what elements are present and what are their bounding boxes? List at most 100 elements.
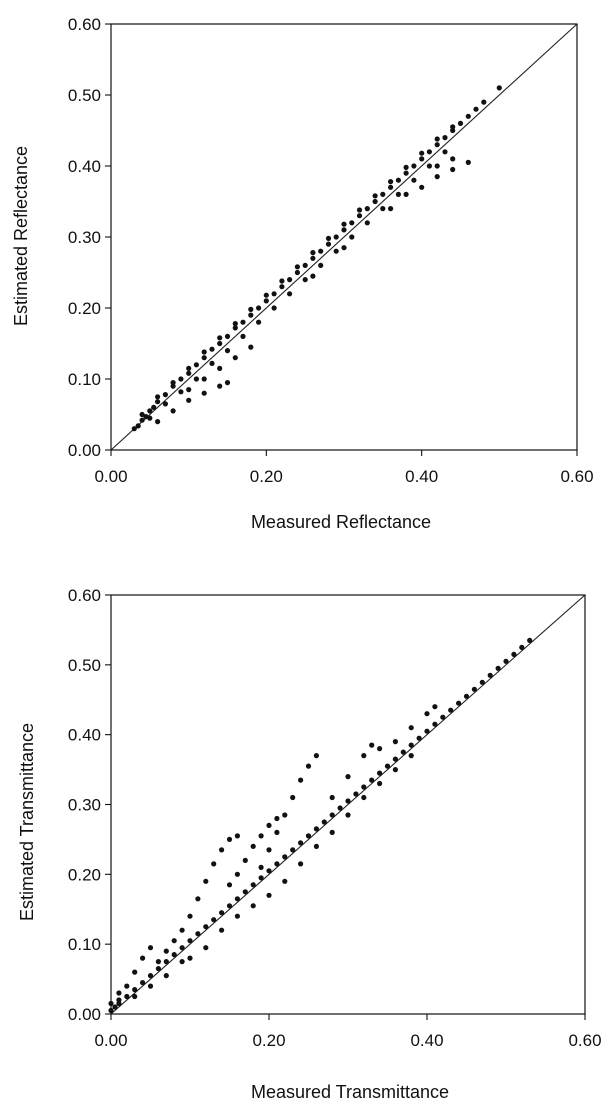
reflectance-point (178, 376, 184, 382)
reflectance-point (450, 127, 456, 134)
transmittance-point (140, 980, 146, 986)
reflectance-point (162, 401, 168, 407)
transmittance-point (266, 892, 272, 898)
reflectance-point (201, 376, 207, 382)
transmittance-point (242, 857, 248, 864)
transmittance-point (266, 822, 272, 829)
transmittance-point (116, 997, 122, 1003)
reflectance-reference-line (110, 23, 578, 451)
reflectance-point (201, 349, 207, 355)
reflectance-point (450, 124, 456, 130)
reflectance-y-tick-label: 0.20 (68, 299, 101, 318)
reflectance-point (372, 198, 378, 205)
transmittance-point (147, 945, 154, 951)
transmittance-point (234, 913, 240, 919)
transmittance-point (377, 770, 383, 776)
reflectance-points (131, 85, 502, 432)
reflectance-point (287, 291, 293, 297)
transmittance-point (282, 878, 288, 884)
transmittance-point (408, 753, 414, 759)
reflectance-point (349, 220, 355, 226)
transmittance-x-axis: 0.00 0.20 0.40 0.60 (94, 1014, 602, 1050)
reflectance-point (224, 333, 231, 339)
transmittance-point (329, 812, 335, 818)
transmittance-point (377, 746, 383, 752)
reflectance-point (364, 206, 370, 212)
transmittance-point (321, 819, 327, 825)
reflectance-point (403, 191, 409, 197)
transmittance-y-axis: 0.00 0.10 0.20 0.30 0.40 0.50 0.60 (68, 586, 111, 1024)
reflectance-point (426, 163, 432, 169)
reflectance-point (271, 291, 277, 297)
reflectance-point (364, 220, 370, 226)
transmittance-point (211, 861, 217, 867)
reflectance-point (151, 404, 157, 410)
transmittance-point (298, 777, 304, 783)
reflectance-point (186, 370, 192, 376)
reflectance-point (248, 306, 254, 312)
transmittance-x-tick-label: 0.20 (252, 1031, 285, 1050)
transmittance-point (242, 889, 248, 895)
reflectance-point (271, 305, 277, 311)
reflectance-point (318, 262, 324, 268)
transmittance-point (147, 973, 154, 979)
reflectance-point (294, 269, 300, 276)
transmittance-point (361, 794, 367, 801)
reflectance-point (232, 355, 238, 361)
transmittance-point (369, 777, 375, 783)
transmittance-point (274, 861, 280, 867)
reflectance-point (256, 305, 262, 311)
transmittance-point (116, 990, 122, 996)
transmittance-point (298, 861, 304, 867)
transmittance-point (203, 924, 209, 930)
reflectance-y-axis: 0.00 0.10 0.20 0.30 0.40 0.50 0.60 (68, 15, 111, 460)
transmittance-point (219, 847, 225, 853)
transmittance-point (329, 794, 335, 801)
reflectance-point (411, 163, 417, 169)
reflectance-x-axis-title: Measured Reflectance (251, 512, 431, 532)
reflectance-point (388, 206, 394, 212)
transmittance-point (384, 763, 391, 769)
reflectance-point (434, 163, 440, 169)
transmittance-point (400, 749, 406, 755)
reflectance-point (240, 333, 246, 339)
transmittance-point (155, 959, 161, 965)
transmittance-point (432, 721, 438, 727)
reflectance-point (310, 273, 316, 279)
transmittance-point (266, 847, 272, 853)
transmittance-point (226, 836, 233, 843)
reflectance-x-tick-label: 0.60 (560, 467, 593, 486)
transmittance-point (124, 993, 130, 1000)
transmittance-point (424, 711, 430, 717)
reflectance-point (143, 414, 149, 420)
reflectance-point (434, 136, 440, 142)
reflectance-point (450, 166, 456, 173)
reflectance-y-tick-label: 0.40 (68, 157, 101, 176)
transmittance-point (147, 983, 154, 989)
reflectance-point (240, 319, 246, 325)
reflectance-point (248, 312, 254, 318)
reflectance-y-tick-label: 0.30 (68, 228, 101, 247)
transmittance-point (298, 840, 304, 846)
reflectance-point (155, 419, 161, 425)
reflectance-point (395, 177, 401, 183)
transmittance-point (392, 767, 398, 773)
reflectance-point (232, 325, 238, 331)
transmittance-point (203, 945, 209, 951)
transmittance-point (132, 969, 138, 975)
transmittance-point (258, 875, 264, 881)
transmittance-point (408, 725, 414, 731)
transmittance-point (345, 798, 351, 804)
transmittance-point (234, 896, 240, 902)
transmittance-point (258, 833, 264, 839)
transmittance-point (369, 742, 375, 748)
transmittance-point (392, 739, 398, 745)
reflectance-point (380, 206, 386, 212)
transmittance-point (274, 829, 280, 836)
reflectance-point (193, 376, 199, 382)
transmittance-point (203, 878, 209, 884)
transmittance-y-tick-label: 0.30 (68, 796, 101, 815)
reflectance-point (325, 235, 332, 241)
reflectance-point (147, 415, 153, 421)
reflectance-point (155, 394, 161, 400)
